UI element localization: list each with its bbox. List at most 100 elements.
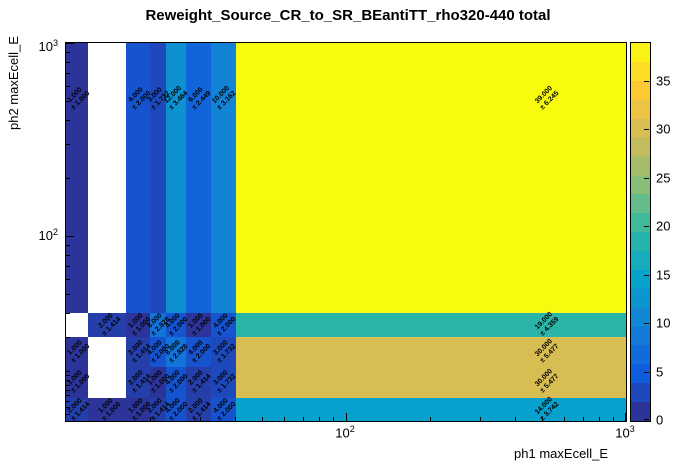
colorbar-tick [644, 419, 649, 420]
axis-tick [318, 417, 320, 421]
axis-tick [66, 389, 70, 391]
axis-tick [66, 177, 70, 179]
axis-tick [66, 265, 70, 267]
axis-tick [66, 400, 70, 402]
axis-tick [66, 254, 70, 256]
axis-tick [66, 384, 70, 386]
axis-tick [66, 379, 70, 381]
heatmap-cell [126, 336, 151, 367]
colorbar-tick [644, 323, 649, 325]
heatmap-cell [165, 397, 186, 421]
axis-tick [66, 85, 70, 87]
axis-tick [150, 417, 152, 421]
heatmap-cell [150, 336, 166, 367]
heatmap-cell [211, 397, 237, 421]
heatmap-cell [150, 312, 166, 337]
axis-tick [302, 417, 304, 421]
heatmap-cell [185, 366, 212, 398]
axis-tick [66, 395, 70, 396]
axis-tick [66, 375, 70, 377]
x-tick-label: 103 [615, 424, 635, 441]
y-tick-label: 102 [38, 226, 58, 244]
heatmap-cell [185, 397, 212, 421]
axis-tick [66, 119, 70, 121]
chart-title: Reweight_Source_CR_to_SR_BEantiTT_rho320… [145, 7, 551, 24]
heatmap-cell [185, 312, 212, 337]
colorbar-tick [644, 226, 649, 228]
heatmap-cell [126, 397, 151, 421]
heatmap-cell [88, 397, 127, 421]
x-tick-label: 102 [335, 424, 355, 441]
heatmap-cell [66, 43, 89, 313]
axis-tick [66, 235, 74, 237]
heatmap-cell [150, 43, 166, 313]
colorbar-tick [644, 274, 649, 276]
heatmap-cell [236, 312, 626, 337]
colorbar-tick [644, 129, 649, 131]
axis-tick [66, 406, 70, 408]
heatmap-cell [236, 336, 626, 367]
heatmap-cell [126, 366, 151, 398]
axis-tick [479, 417, 481, 421]
axis-tick [66, 312, 70, 314]
axis-tick [514, 417, 516, 421]
heatmap-cell [66, 336, 89, 367]
heatmap-cell [211, 43, 237, 313]
heatmap-cell [211, 312, 237, 337]
axis-tick [66, 72, 70, 74]
axis-tick [563, 417, 565, 421]
axis-tick [541, 417, 543, 421]
colorbar-tick [644, 80, 649, 82]
axis-tick [66, 61, 70, 63]
heatmap-cell [185, 43, 212, 313]
axis-tick [430, 417, 432, 421]
heatmap-cell [88, 312, 127, 337]
x-axis-title: ph1 maxEcell_E [514, 446, 608, 461]
colorbar [630, 42, 651, 422]
axis-tick [66, 413, 70, 415]
heatmap-cell [236, 397, 626, 421]
axis-tick [66, 43, 74, 44]
axis-tick [66, 336, 70, 338]
axis-tick [346, 413, 347, 421]
heatmap-cell [150, 366, 166, 398]
axis-tick [66, 244, 70, 246]
axis-tick [625, 413, 626, 421]
heatmap-cell [165, 366, 186, 398]
axis-tick [333, 417, 335, 421]
colorbar-tick-label: 35 [656, 73, 671, 89]
axis-tick [66, 143, 70, 145]
heatmap-cell [126, 43, 151, 313]
heatmap-cell [165, 336, 186, 367]
heatmap-cell [211, 366, 237, 398]
heatmap-cell [126, 312, 151, 337]
axis-tick [582, 417, 584, 421]
axis-tick [66, 370, 70, 372]
axis-tick [261, 417, 263, 421]
heatmap-cell [66, 366, 89, 398]
colorbar-tick-label: 15 [656, 267, 671, 283]
colorbar-tick-label: 25 [656, 170, 671, 186]
plot-area: 1.000 ± 1.000 4.000 ± 2.000 3.000 ± 1.732 12.0… [65, 42, 627, 422]
colorbar-tick-label: 30 [656, 121, 671, 137]
heatmap-cell [165, 43, 186, 313]
axis-tick [66, 294, 70, 296]
colorbar-gradient [631, 43, 650, 421]
axis-tick [199, 417, 201, 421]
y-tick-label: 103 [38, 37, 58, 55]
axis-tick [598, 417, 600, 421]
heatmap-cell [66, 397, 89, 421]
axis-tick [234, 417, 236, 421]
axis-tick [66, 51, 70, 53]
axis-tick [613, 417, 615, 421]
colorbar-tick-label: 5 [656, 364, 664, 380]
colorbar-tick [644, 177, 649, 179]
axis-tick [66, 101, 70, 103]
colorbar-tick-label: 10 [656, 315, 671, 331]
heatmap-cell [185, 336, 212, 367]
colorbar-tick-label: 20 [656, 218, 671, 234]
heatmap-cell [236, 366, 626, 398]
colorbar-tick-label: 0 [656, 412, 664, 428]
heatmap-cell [165, 312, 186, 337]
